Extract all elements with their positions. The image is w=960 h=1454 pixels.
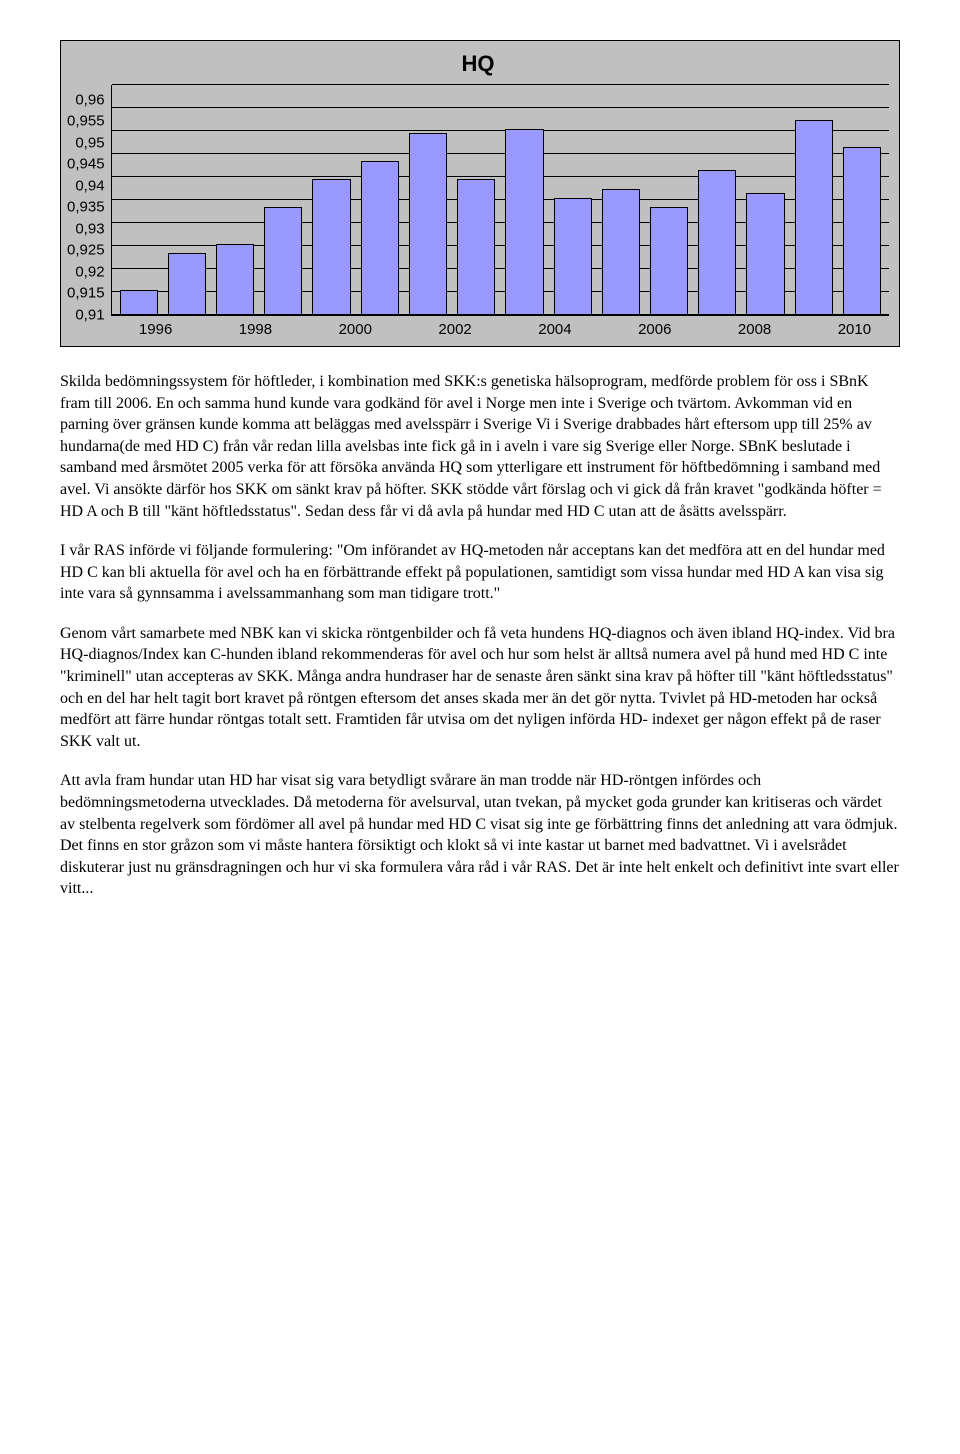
y-axis: 0,96 0,955 0,95 0,945 0,94 0,935 0,93 0,925 0,92… bbox=[67, 85, 111, 315]
bar bbox=[650, 207, 688, 315]
y-tick-label: 0,95 bbox=[67, 135, 105, 150]
body-paragraph-1: Skilda bedömningssystem för höftleder, i… bbox=[60, 371, 900, 522]
bar bbox=[505, 129, 543, 315]
hq-bar-chart: HQ 0,960,9550,950,9450,940,9350,930,9250… bbox=[60, 40, 900, 347]
grid-line bbox=[112, 153, 889, 154]
x-tick-label: 2008 bbox=[728, 320, 781, 340]
x-tick-label: 1996 bbox=[129, 320, 182, 340]
bar bbox=[361, 161, 399, 315]
bar bbox=[168, 253, 206, 315]
y-tick-label: 0,945 bbox=[67, 157, 105, 172]
y-tick-label: 0,96 bbox=[67, 92, 105, 107]
y-tick-label: 0,92 bbox=[67, 264, 105, 279]
body-paragraph-3: Genom vårt samarbete med NBK kan vi skic… bbox=[60, 623, 900, 753]
bar bbox=[698, 170, 736, 315]
bar bbox=[457, 179, 495, 314]
x-tick-label: 2004 bbox=[528, 320, 581, 340]
x-tick-label: 2006 bbox=[628, 320, 681, 340]
y-tick-label: 0,93 bbox=[67, 221, 105, 236]
grid-line bbox=[112, 130, 889, 131]
bar bbox=[602, 189, 640, 315]
chart-body: 0,96 0,955 0,95 0,945 0,94 0,935 0,93 0,925 0,92… bbox=[67, 85, 889, 316]
y-tick-label: 0,91 bbox=[67, 307, 105, 322]
bar bbox=[312, 179, 350, 314]
grid-line bbox=[112, 84, 889, 85]
body-paragraph-4: Att avla fram hundar utan HD har visat s… bbox=[60, 770, 900, 900]
y-tick-label: 0,955 bbox=[67, 114, 105, 129]
bar bbox=[746, 193, 784, 315]
x-tick-label: 1998 bbox=[229, 320, 282, 340]
body-paragraph-2: I vår RAS införde vi följande formulerin… bbox=[60, 540, 900, 605]
x-axis: 1996.1998.2000.2002.2004.2006.2008.2010 bbox=[121, 316, 889, 340]
x-tick-label: 2002 bbox=[428, 320, 481, 340]
x-tick-label: 2010 bbox=[828, 320, 881, 340]
plot-area bbox=[111, 85, 889, 316]
chart-title: HQ bbox=[67, 49, 889, 79]
bar bbox=[843, 147, 881, 315]
bar bbox=[795, 120, 833, 315]
bar bbox=[554, 198, 592, 315]
y-tick-label: 0,94 bbox=[67, 178, 105, 193]
x-tick-label: 2000 bbox=[329, 320, 382, 340]
bar bbox=[409, 133, 447, 314]
bar bbox=[216, 244, 254, 315]
bar bbox=[120, 290, 158, 315]
grid-line bbox=[112, 176, 889, 177]
y-tick-label: 0,935 bbox=[67, 200, 105, 215]
y-tick-label: 0,915 bbox=[67, 286, 105, 301]
bar bbox=[264, 207, 302, 315]
y-tick-label: 0,925 bbox=[67, 243, 105, 258]
grid-line bbox=[112, 107, 889, 108]
